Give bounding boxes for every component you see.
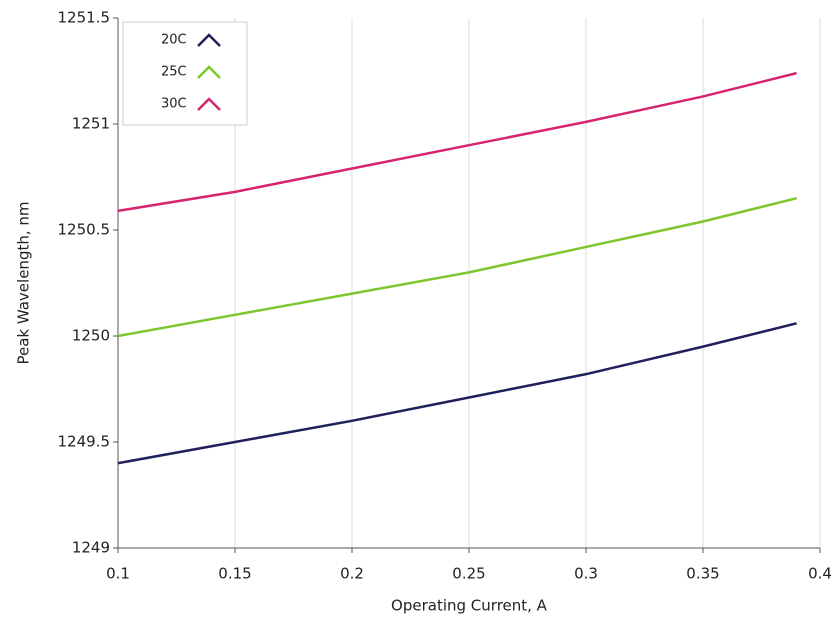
x-tick-label: 0.35	[686, 565, 719, 583]
y-tick-label: 1249.5	[58, 433, 111, 451]
y-tick-label: 1250.5	[58, 221, 111, 239]
series-line	[117, 196, 797, 338]
legend-label: 20C	[161, 33, 187, 48]
y-axis-label: Peak Wavelength, nm	[15, 201, 33, 364]
y-tick-label: 1251.5	[58, 9, 111, 27]
legend-box	[122, 21, 248, 126]
legend-swatch	[197, 33, 221, 47]
series-line	[117, 322, 797, 465]
y-tick-label: 1249	[72, 539, 110, 557]
legend-swatch	[197, 65, 221, 79]
x-tick-label: 0.3	[574, 565, 598, 583]
legend-swatch	[197, 97, 221, 111]
x-tick-label: 0.25	[452, 565, 485, 583]
legend-label: 25C	[161, 65, 187, 80]
x-tick-label: 0.4	[808, 565, 832, 583]
series-line	[117, 71, 797, 213]
y-tick-label: 1251	[72, 115, 110, 133]
y-tick-label: 1250	[72, 327, 110, 345]
x-axis-label: Operating Current, A	[391, 597, 548, 615]
legend-label: 30C	[161, 97, 187, 112]
x-tick-label: 0.1	[106, 565, 130, 583]
x-tick-label: 0.2	[340, 565, 364, 583]
x-tick-label: 0.15	[218, 565, 251, 583]
